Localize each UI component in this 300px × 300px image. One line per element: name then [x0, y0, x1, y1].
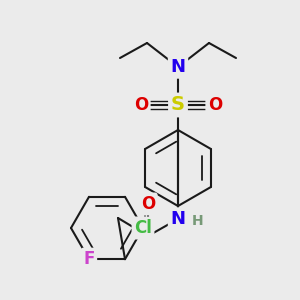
Text: N: N [170, 58, 185, 76]
Text: N: N [170, 210, 185, 228]
Text: O: O [134, 96, 148, 114]
Text: F: F [83, 250, 95, 268]
Text: H: H [192, 214, 204, 228]
Text: O: O [141, 195, 155, 213]
Text: Cl: Cl [134, 219, 152, 237]
Text: S: S [171, 95, 185, 115]
Text: O: O [208, 96, 222, 114]
